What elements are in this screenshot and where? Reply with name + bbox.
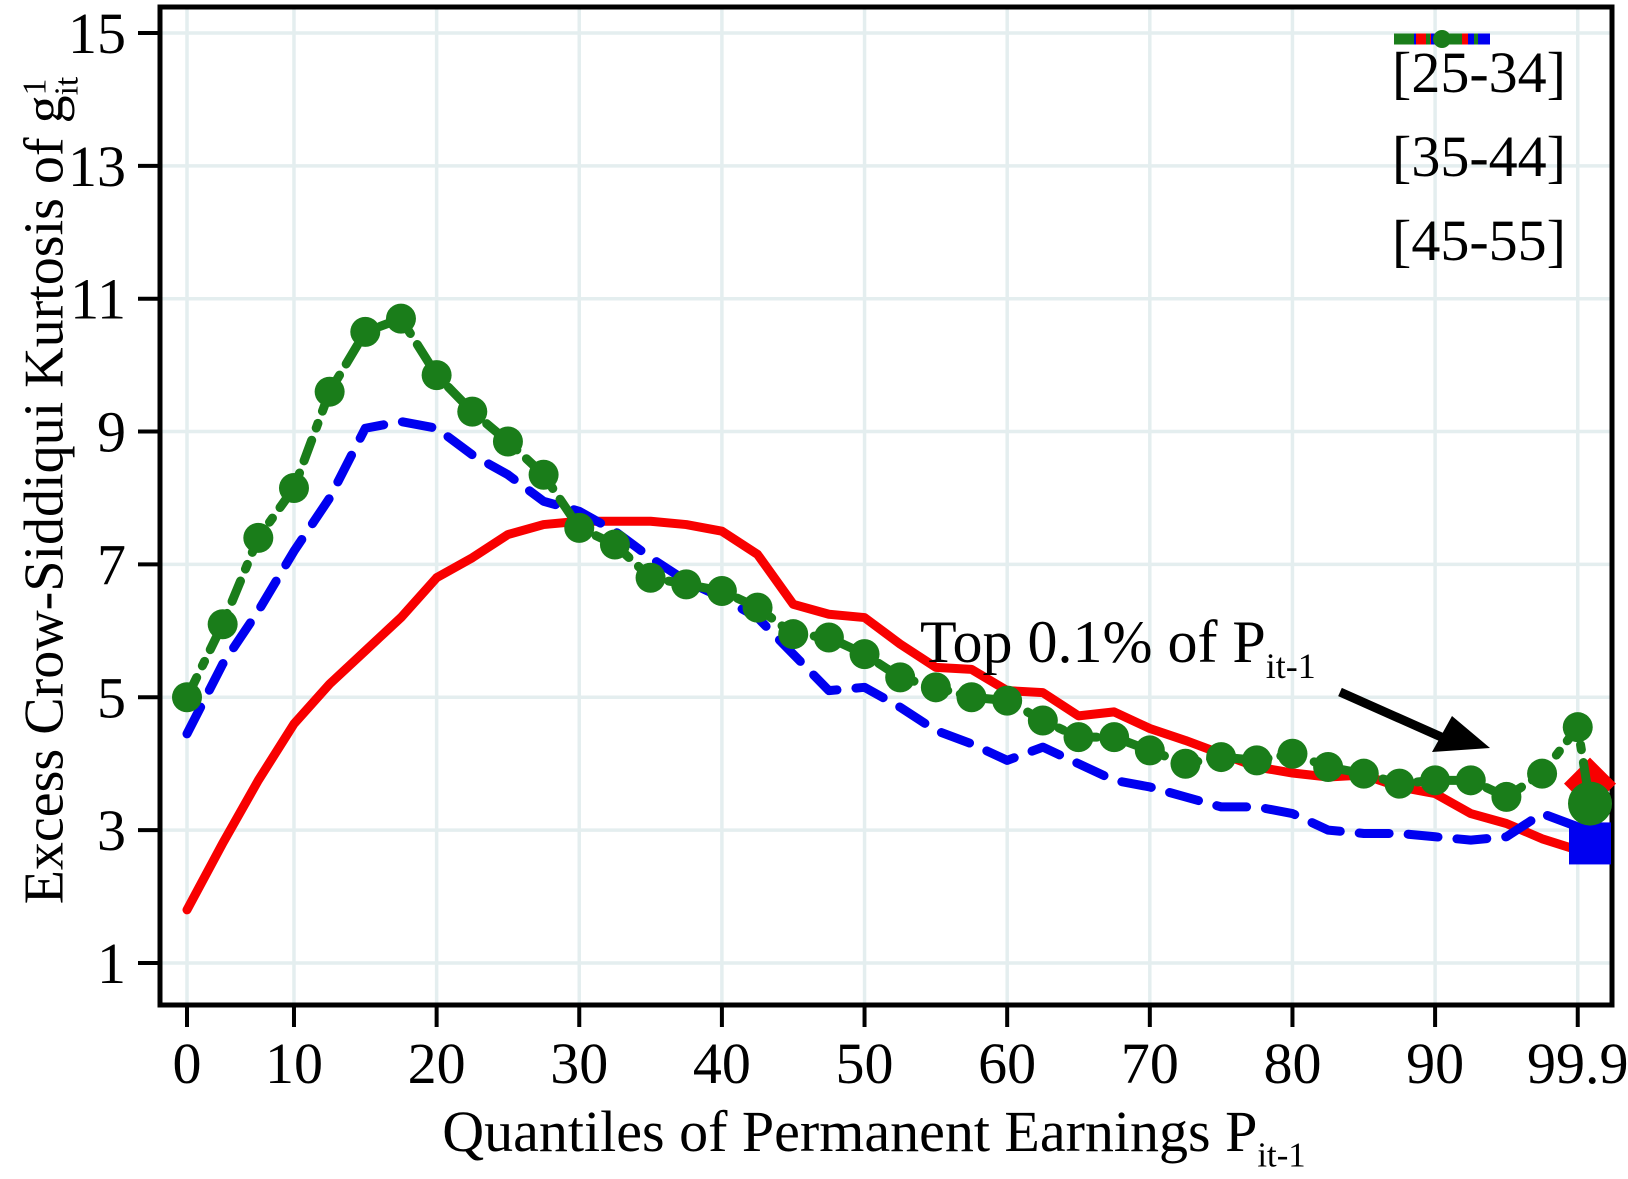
y-tick-label-9: 9 xyxy=(97,400,126,465)
series-[45-55]-marker-27 xyxy=(1134,735,1165,766)
series-[45-55]-marker-19 xyxy=(849,639,880,670)
series-[45-55]-marker-17 xyxy=(778,619,809,650)
x-tick-label-20: 20 xyxy=(408,1031,466,1096)
series-[45-55]-marker-21 xyxy=(920,672,951,703)
series-[45-55]-marker-9 xyxy=(492,426,523,457)
y-tick-label-1: 1 xyxy=(97,931,126,996)
series-line-[45-55] xyxy=(182,314,1595,809)
y-axis-title-text: Excess Crow-Siddiqui Kurtosis of g xyxy=(13,95,76,905)
y-tick-label-5: 5 xyxy=(97,665,126,730)
x-tick-label-40: 40 xyxy=(693,1031,751,1096)
series-[45-55]-marker-33 xyxy=(1348,758,1379,789)
legend-label: [45-55] xyxy=(1392,207,1566,273)
series-[45-55]-marker-24 xyxy=(1027,705,1058,736)
series-[45-55]-marker-13 xyxy=(635,562,666,593)
series-[45-55]-marker-0 xyxy=(172,682,202,713)
x-tick-label-99.9: 99.9 xyxy=(1527,1031,1628,1096)
series-[45-55]-marker-2 xyxy=(243,522,274,553)
series-[45-55]-marker-12 xyxy=(599,529,630,560)
series-[45-55]-marker-36 xyxy=(1455,765,1486,796)
top01-marker-circle-[45-55] xyxy=(1568,781,1612,826)
annotation-text: Top 0.1% of P xyxy=(920,609,1266,675)
y-tick-label-3: 3 xyxy=(97,798,126,863)
series-[45-55]-marker-7 xyxy=(421,360,452,391)
series-[45-55]-marker-29 xyxy=(1206,742,1237,773)
series-[45-55]-marker-32 xyxy=(1313,752,1344,783)
legend-line-sample-dashdot-circle-icon xyxy=(1394,30,1491,48)
series-[45-55]-marker-22 xyxy=(956,682,987,713)
series-[45-55]-marker-38 xyxy=(1527,758,1558,789)
series-[45-55]-marker-34 xyxy=(1384,768,1415,799)
annotation-top-0.1-percent: Top 0.1% of Pit-1 xyxy=(920,608,1316,684)
legend: [25-34] [35-44] [45-55] xyxy=(1392,30,1566,282)
y-axis-title: Excess Crow-Siddiqui Kurtosis of g 1 it xyxy=(12,0,86,991)
series-[45-55]-marker-5 xyxy=(350,316,381,347)
x-tick-label-30: 30 xyxy=(550,1031,608,1096)
x-axis-title: Quantiles of Permanent Earnings Pit-1 xyxy=(314,1098,1434,1173)
x-tick-label-80: 80 xyxy=(1263,1031,1321,1096)
annotation-arrow-shaft xyxy=(1338,687,1450,745)
series-[45-55]-marker-1 xyxy=(207,609,238,640)
series-[45-55]-marker-20 xyxy=(885,662,916,693)
legend-label: [25-34] xyxy=(1392,39,1566,105)
series-[45-55]-marker-23 xyxy=(992,685,1023,716)
series-[45-55]-marker-28 xyxy=(1170,748,1201,779)
y-tick-label-13: 13 xyxy=(68,134,126,199)
y-tick-label-15: 15 xyxy=(68,1,126,66)
series-[45-55]-marker-39 xyxy=(1562,712,1593,743)
series-[45-55]-marker-26 xyxy=(1099,722,1130,753)
top01-marker-square-[35-44] xyxy=(1569,822,1611,865)
x-tick-label-90: 90 xyxy=(1406,1031,1464,1096)
annotation-sub: it-1 xyxy=(1265,646,1316,687)
x-tick-label-10: 10 xyxy=(265,1031,323,1096)
series-line-[35-44] xyxy=(182,417,1595,848)
series-[45-55]-marker-35 xyxy=(1420,765,1451,796)
x-tick-label-50: 50 xyxy=(836,1031,894,1096)
series-[45-55]-marker-11 xyxy=(564,512,595,543)
legend-label: [35-44] xyxy=(1392,123,1566,189)
x-tick-label-0: 0 xyxy=(173,1031,202,1096)
legend-item-35-44: [35-44] xyxy=(1392,33,1566,198)
series-[45-55]-marker-8 xyxy=(457,396,488,427)
series-[45-55]-marker-3 xyxy=(278,473,309,504)
series-[45-55]-marker-30 xyxy=(1241,745,1272,776)
series-[45-55]-marker-18 xyxy=(813,622,844,653)
series-[45-55]-marker-31 xyxy=(1277,738,1308,769)
plot-border xyxy=(157,4,1615,1008)
y-tick-label-7: 7 xyxy=(97,532,126,597)
series-[45-55]-marker-37 xyxy=(1491,781,1522,812)
annotation-arrow-head-icon xyxy=(1432,716,1490,752)
y-axis-title-sub: it xyxy=(48,76,86,96)
series-[45-55]-marker-6 xyxy=(385,303,416,334)
y-axis-title-sup: 1 xyxy=(16,78,54,96)
series-[45-55]-marker-16 xyxy=(742,592,773,623)
y-axis-title-script: 1 it xyxy=(16,76,86,96)
series-[45-55]-marker-10 xyxy=(528,459,559,490)
series-[45-55]-marker-14 xyxy=(671,569,702,600)
x-tick-label-70: 70 xyxy=(1121,1031,1179,1096)
x-axis-title-text: Quantiles of Permanent Earnings P xyxy=(442,1099,1258,1164)
y-tick-label-11: 11 xyxy=(70,267,126,332)
series-line-[25-34] xyxy=(182,516,1595,915)
x-tick-label-60: 60 xyxy=(978,1031,1036,1096)
series-[45-55]-marker-4 xyxy=(314,376,345,407)
series-[45-55]-marker-15 xyxy=(706,575,737,606)
x-axis-title-sub: it-1 xyxy=(1257,1135,1306,1175)
series-[45-55]-marker-25 xyxy=(1063,722,1094,753)
legend-item-45-55: [45-55] xyxy=(1392,30,1566,282)
